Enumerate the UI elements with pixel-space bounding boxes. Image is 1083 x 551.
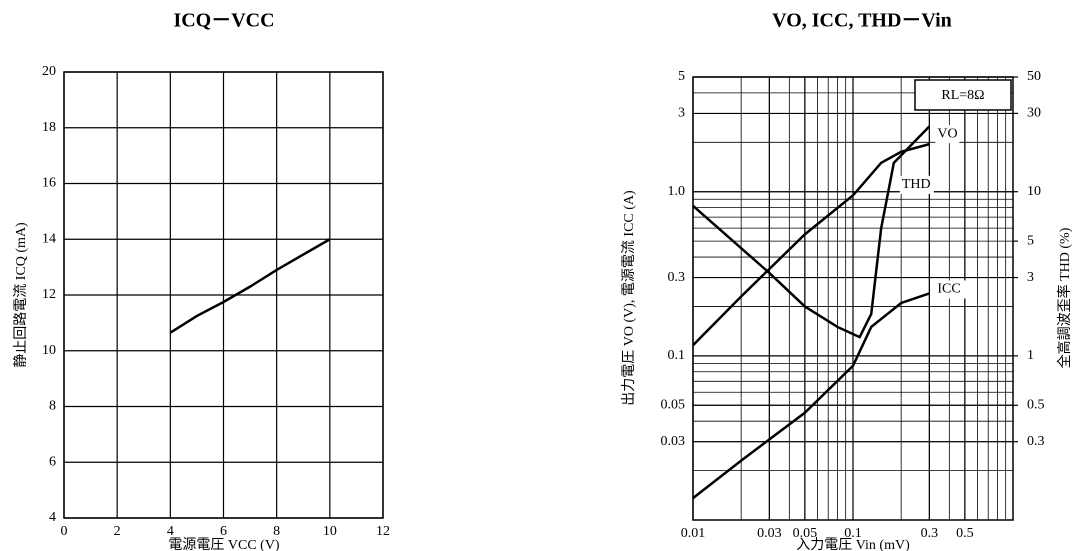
line: [169, 238, 331, 334]
y2-tick-label: 10: [1027, 184, 1041, 199]
y-tick-label: 0.03: [661, 434, 686, 449]
y-tick-label: 4: [49, 510, 56, 525]
x-tick-label: 4: [167, 524, 174, 539]
y-tick-label: 0.1: [668, 348, 686, 363]
y2-tick-label: 0.3: [1027, 434, 1045, 449]
x-tick-label: 8: [273, 524, 280, 539]
y-axis-label: 出力電圧 VO (V), 電源電流 ICC (A): [621, 190, 637, 406]
plot-frame: [63, 71, 384, 519]
y-tick-label: 16: [42, 176, 56, 191]
x-tick-label: 6: [220, 524, 227, 539]
y-tick-label: 10: [42, 343, 56, 358]
series-label: THD: [902, 177, 931, 192]
y-tick-label: 20: [42, 64, 56, 79]
y-tick-label: 3: [678, 106, 685, 121]
plot-frame: [692, 76, 1014, 521]
y-axis-label: 静止回路電流 ICQ (mA): [13, 222, 29, 368]
series-label: ICC: [937, 282, 960, 297]
x-tick-label: 0.03: [757, 526, 782, 541]
y-tick-label: 0.05: [661, 397, 686, 412]
x-axis-label: 入力電圧 Vin (mV): [796, 537, 910, 551]
x-tick-label: 0: [61, 524, 68, 539]
y-tick-label: 8: [49, 399, 56, 414]
x-tick-label: 0.3: [921, 526, 939, 541]
x-tick-label: 2: [114, 524, 121, 539]
y2-tick-label: 3: [1027, 270, 1034, 285]
x-tick-label: 10: [323, 524, 337, 539]
x-tick-label: 0.05: [793, 526, 818, 541]
line: [692, 125, 931, 339]
annotation-box: [914, 79, 1012, 111]
chart-title: VO, ICC, THD－Vin: [772, 10, 952, 32]
series-label-bg: [899, 175, 934, 194]
y2-tick-label: 50: [1027, 69, 1041, 84]
x-tick-label: 0.1: [844, 526, 862, 541]
y2-tick-label: 1: [1027, 348, 1034, 363]
chart-title: ICQ－VCC: [173, 10, 274, 32]
y2-tick-label: 30: [1027, 106, 1041, 121]
y-tick-label: 18: [42, 120, 56, 135]
line: [692, 292, 930, 500]
x-tick-label: 0.01: [681, 526, 706, 541]
y-tick-label: 0.3: [668, 270, 686, 285]
y2-axis-label: 全高調波歪率 THD (%): [1056, 227, 1073, 368]
series-label-bg: [935, 280, 970, 299]
series-label: VO: [937, 126, 957, 141]
line: [692, 142, 930, 347]
annotation: RL=8Ω: [941, 88, 984, 103]
y2-tick-label: 0.5: [1027, 397, 1045, 412]
x-axis-label: 電源電圧 VCC (V): [168, 537, 280, 551]
series-label-bg: [935, 125, 960, 144]
x-tick-label: 12: [376, 524, 390, 539]
y-tick-label: 6: [49, 454, 56, 469]
y2-tick-label: 5: [1027, 233, 1034, 248]
x-tick-label: 0.5: [956, 526, 974, 541]
y-tick-label: 14: [42, 231, 56, 246]
y-tick-label: 1.0: [668, 184, 686, 199]
y-tick-label: 12: [42, 287, 56, 302]
y-tick-label: 5: [678, 69, 685, 84]
